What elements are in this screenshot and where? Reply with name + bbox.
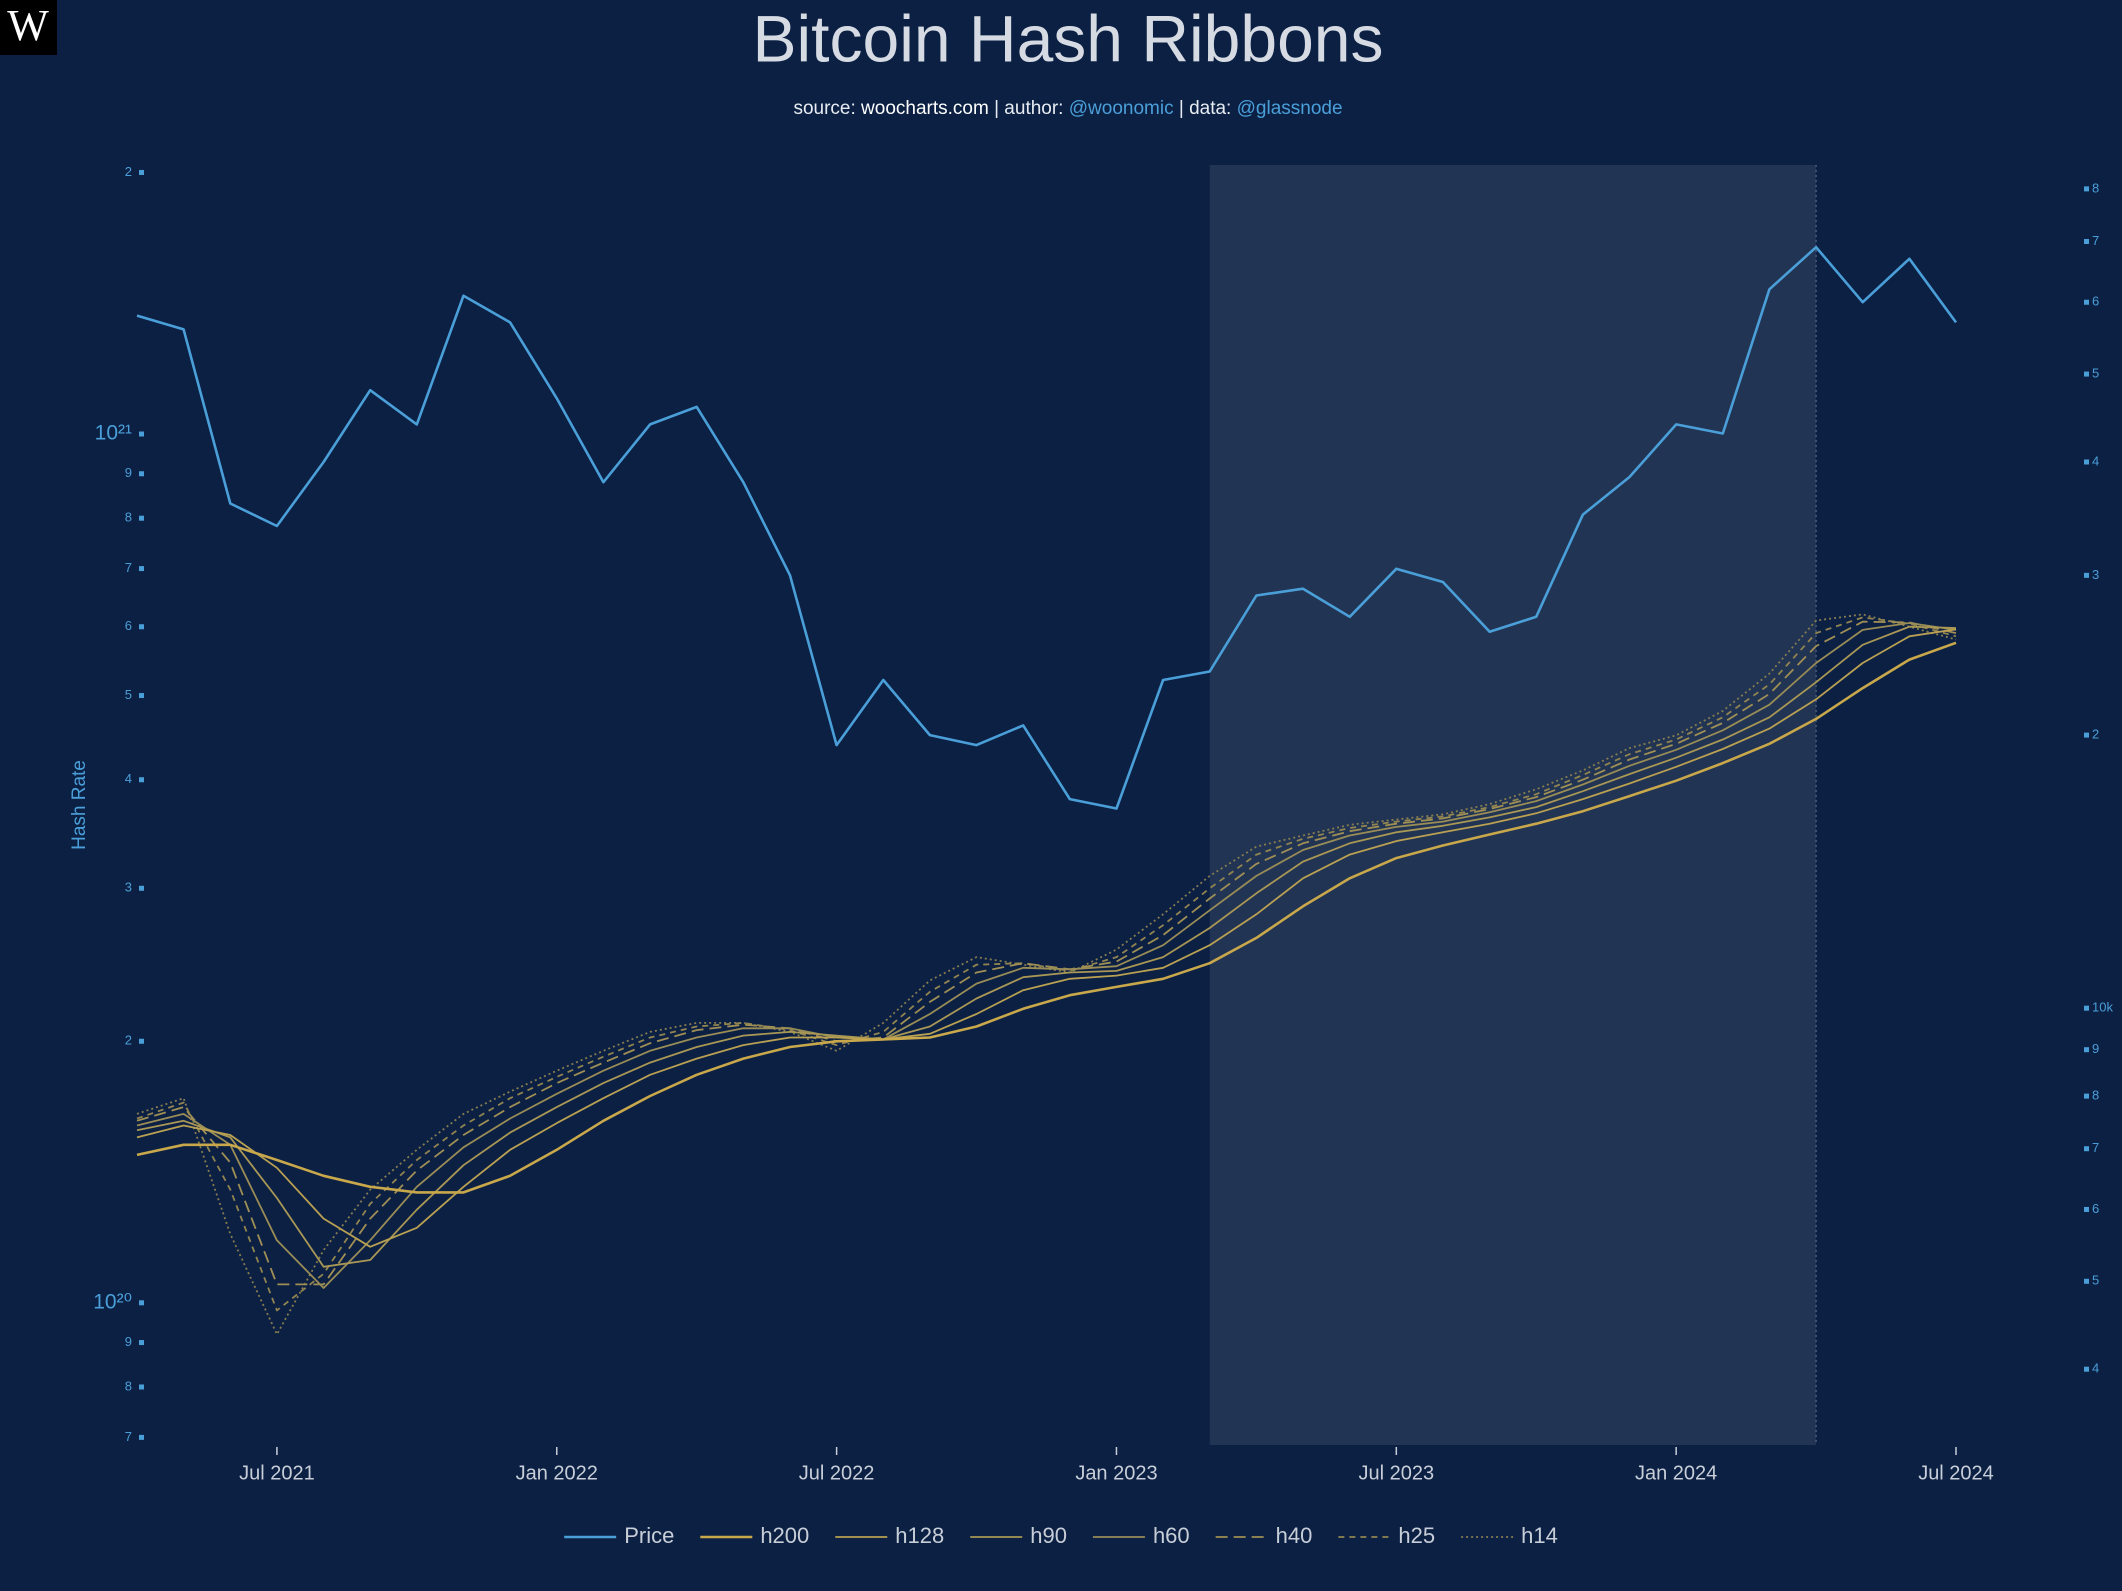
subtitle-part: source: <box>793 98 855 119</box>
y2-tick-label: 4 <box>2092 453 2099 468</box>
x-tick-label: Jan 2023 <box>1075 1462 1157 1484</box>
y-tick-mark <box>139 566 144 572</box>
y-tick-label: 8 <box>125 510 132 525</box>
subtitle-link[interactable]: @woonomic <box>1069 98 1174 119</box>
legend-label: Price <box>624 1523 674 1548</box>
y-tick-mark <box>139 1434 144 1440</box>
y2-tick-mark <box>2084 1047 2089 1053</box>
y-tick-label: 9 <box>125 465 132 480</box>
y2-tick-mark <box>2084 186 2089 192</box>
y2-tick-mark <box>2084 459 2089 465</box>
series-line <box>136 245 1958 810</box>
y2-tick-mark <box>2084 371 2089 377</box>
subtitle-part: | author: <box>994 98 1063 119</box>
y-tick-label: 4 <box>125 771 132 786</box>
y2-tick-mark <box>2084 1093 2089 1099</box>
series-line <box>136 625 1957 1268</box>
legend-label: h40 <box>1276 1523 1313 1548</box>
y2-tick-mark <box>2084 1005 2089 1011</box>
subtitle-part: | data: <box>1179 98 1231 119</box>
y2-tick-mark <box>2084 1146 2089 1152</box>
y2-tick-label: 5 <box>2092 366 2099 381</box>
y2-tick-label: 10k <box>2092 1000 2113 1015</box>
y-tick-label: 9 <box>125 1334 132 1349</box>
y2-tick-label: 8 <box>2092 1088 2099 1103</box>
legend-label: h200 <box>760 1523 809 1548</box>
y2-tick-label: 9 <box>2092 1041 2099 1056</box>
y2-tick-label: 7 <box>2092 1140 2099 1155</box>
y2-tick-mark <box>2084 238 2089 244</box>
logo-box <box>0 0 57 55</box>
y-tick-mark <box>139 471 144 477</box>
y-tick-mark <box>139 693 144 699</box>
series-line <box>136 620 1957 1286</box>
y-tick-label: 2 <box>125 164 132 179</box>
y2-tick-mark <box>2084 572 2089 578</box>
x-tick-label: Jan 2024 <box>1635 1462 1717 1484</box>
y-tick-mark <box>139 1340 144 1346</box>
y-tick-mark <box>139 431 144 437</box>
y2-tick-label: 8 <box>2092 180 2099 195</box>
y-tick-label: 7 <box>125 1429 132 1444</box>
y-tick-mark <box>139 885 144 891</box>
x-tick-label: Jul 2024 <box>1918 1462 1994 1484</box>
series-line <box>136 622 1957 1289</box>
y-tick-label: 2 <box>125 1033 132 1048</box>
y2-tick-label: 6 <box>2092 294 2099 309</box>
subtitle: source: woocharts.com | author: @woonomi… <box>793 98 1342 119</box>
y-tick-mark <box>139 777 144 783</box>
y-tick-mark <box>139 1038 144 1044</box>
legend-label: h60 <box>1153 1523 1190 1548</box>
x-tick-label: Jul 2022 <box>799 1462 875 1484</box>
legend: Price h200 h128 h90 h60 h40 h25 h14 <box>564 1523 1558 1548</box>
legend-label: h25 <box>1398 1523 1435 1548</box>
y2-tick-label: 3 <box>2092 567 2099 582</box>
y2-tick-mark <box>2084 1278 2089 1284</box>
y2-tick-label: 4 <box>2092 1361 2099 1376</box>
y-tick-label: 10²⁰ <box>93 1290 132 1313</box>
y-tick-label: 6 <box>125 618 132 633</box>
x-tick-label: Jul 2021 <box>239 1462 315 1484</box>
y-tick-label: 8 <box>125 1378 132 1393</box>
y-tick-mark <box>139 1300 144 1306</box>
legend-label: h128 <box>895 1523 944 1548</box>
y2-tick-mark <box>2084 1206 2089 1212</box>
x-tick-label: Jan 2022 <box>516 1462 598 1484</box>
logo: W <box>7 1 49 50</box>
y2-tick-label: 2 <box>2092 727 2099 742</box>
y-tick-mark <box>139 515 144 521</box>
y-tick-label: 10²¹ <box>95 422 132 445</box>
series-line <box>136 628 1957 1248</box>
x-tick-label: Jul 2023 <box>1358 1462 1434 1484</box>
legend-label: h90 <box>1030 1523 1067 1548</box>
y-tick-label: 5 <box>125 687 132 702</box>
y2-tick-label: 7 <box>2092 233 2099 248</box>
y2-tick-mark <box>2084 1366 2089 1372</box>
subtitle-link[interactable]: @glassnode <box>1237 98 1343 119</box>
legend-label: h14 <box>1521 1523 1558 1548</box>
y2-tick-mark <box>2084 299 2089 305</box>
y-tick-mark <box>139 169 144 175</box>
highlight-band <box>1209 165 1817 1445</box>
y-axis-label: Hash Rate <box>69 760 90 850</box>
y-tick-label: 7 <box>125 560 132 575</box>
y-tick-label: 3 <box>125 880 132 895</box>
series-line <box>136 641 1957 1194</box>
subtitle-link[interactable]: woocharts.com <box>860 98 989 119</box>
y2-tick-label: 5 <box>2092 1273 2099 1288</box>
chart-title: Bitcoin Hash Ribbons <box>753 1 1384 75</box>
y2-tick-mark <box>2084 732 2089 738</box>
series-line <box>136 613 1957 1336</box>
y-tick-mark <box>139 624 144 630</box>
y2-tick-label: 6 <box>2092 1201 2099 1216</box>
y-tick-mark <box>139 1384 144 1390</box>
